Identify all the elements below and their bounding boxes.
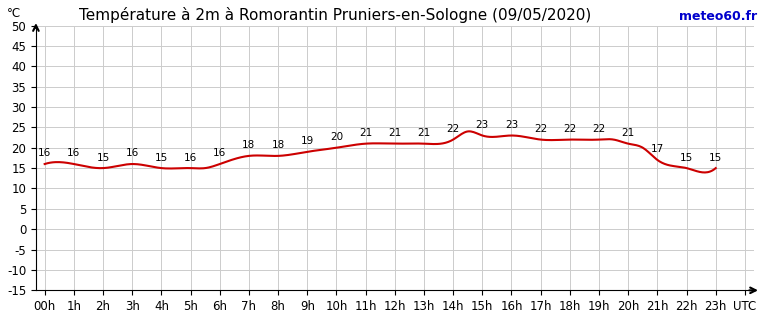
Text: 21: 21 xyxy=(622,128,635,138)
Text: 18: 18 xyxy=(243,140,256,150)
Text: 21: 21 xyxy=(388,128,402,138)
Text: 23: 23 xyxy=(476,120,489,130)
Text: 21: 21 xyxy=(418,128,431,138)
Text: 15: 15 xyxy=(709,153,722,163)
Text: 15: 15 xyxy=(680,153,693,163)
Text: meteo60.fr: meteo60.fr xyxy=(679,10,757,23)
Text: 21: 21 xyxy=(359,128,373,138)
Text: 20: 20 xyxy=(330,132,343,142)
Text: 15: 15 xyxy=(96,153,109,163)
Text: Température à 2m à Romorantin Pruniers-en-Sologne (09/05/2020): Température à 2m à Romorantin Pruniers-e… xyxy=(79,7,591,23)
Text: 22: 22 xyxy=(534,124,547,134)
Text: 16: 16 xyxy=(38,148,51,158)
Text: 16: 16 xyxy=(67,148,80,158)
Text: 15: 15 xyxy=(155,153,168,163)
Text: 22: 22 xyxy=(563,124,577,134)
Text: 18: 18 xyxy=(272,140,285,150)
Text: 22: 22 xyxy=(592,124,606,134)
Text: 16: 16 xyxy=(213,148,226,158)
Text: 22: 22 xyxy=(447,124,460,134)
Text: 19: 19 xyxy=(301,136,314,146)
Text: 17: 17 xyxy=(651,144,664,154)
Text: 16: 16 xyxy=(184,153,197,163)
Text: 23: 23 xyxy=(505,120,518,130)
Text: 16: 16 xyxy=(125,148,138,158)
Y-axis label: °C: °C xyxy=(8,7,21,20)
